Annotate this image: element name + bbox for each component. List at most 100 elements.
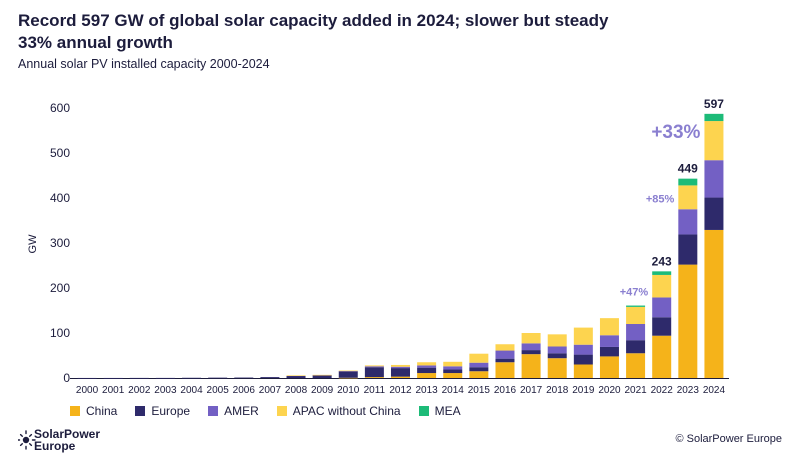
legend-item-amer: AMER — [208, 404, 259, 418]
bar-segment-apac-without-china — [312, 374, 332, 376]
bar-segment-amer — [704, 160, 724, 198]
x-tick-label: 2016 — [494, 385, 517, 396]
bar-segment-apac-without-china — [495, 344, 515, 351]
bar-segment-apac-without-china — [573, 327, 593, 345]
legend-item-china: China — [70, 404, 117, 418]
copyright-notice: © SolarPower Europe — [675, 433, 782, 445]
bar-segment-apac-without-china — [338, 370, 358, 372]
y-axis: 0 100 200 300 400 500 600 GW — [27, 101, 70, 385]
legend-label: China — [86, 404, 118, 418]
chart-subtitle: Annual solar PV installed capacity 2000-… — [18, 57, 270, 71]
bar-segment-apac-without-china — [521, 333, 541, 344]
bar-segment-europe — [260, 377, 280, 378]
bar-segment-apac-without-china — [652, 274, 672, 298]
x-tick-label: 2019 — [572, 385, 595, 396]
x-tick-label: 2002 — [128, 385, 151, 396]
x-tick-label: 2018 — [546, 385, 569, 396]
legend-swatch — [135, 406, 146, 416]
x-tick-label: 2005 — [207, 385, 230, 396]
bar-segment-europe — [443, 369, 463, 374]
x-tick-label: 2000 — [76, 385, 99, 396]
x-tick-label: 2004 — [180, 385, 203, 396]
total-value-label: 243 — [652, 254, 672, 268]
bar-segment-amer — [547, 346, 567, 354]
chart-title-line-2: 33% annual growth — [18, 33, 173, 52]
bar-segment-amer — [678, 209, 698, 235]
x-tick-label: 2020 — [598, 385, 621, 396]
bar-segment-mea — [704, 113, 724, 122]
bar-segment-europe — [155, 377, 175, 379]
bar-segment-mea — [626, 305, 646, 307]
y-tick-label: 500 — [50, 146, 70, 160]
bar-segment-europe — [103, 377, 123, 379]
bar-segment-apac-without-china — [443, 361, 463, 367]
total-value-label: 449 — [678, 162, 698, 176]
total-value-label: 597 — [704, 97, 724, 111]
bar-segment-apac-without-china — [547, 334, 567, 347]
legend-label: APAC without China — [292, 404, 401, 418]
x-tick-label: 2022 — [651, 385, 674, 396]
y-tick-label: 600 — [50, 101, 70, 115]
legend-label: MEA — [434, 404, 461, 418]
bar-segment-amer — [495, 350, 515, 359]
bar-segment-europe — [704, 197, 724, 230]
legend-item-europe: Europe — [135, 404, 190, 418]
bar-segment-amer — [652, 297, 672, 318]
bar-segment-amer — [443, 366, 463, 370]
bar-segment-apac-without-china — [364, 365, 384, 367]
x-tick-label: 2024 — [703, 385, 726, 396]
bar-segment-europe — [417, 367, 437, 374]
x-tick-label: 2014 — [442, 385, 465, 396]
legend-swatch — [208, 406, 219, 416]
growth-rate-label: +47% — [620, 286, 649, 298]
logo-wordmark-line-1: SolarPower — [34, 427, 101, 441]
bar-segment-europe — [573, 354, 593, 365]
bar-segment-china — [652, 335, 672, 378]
bar-segment-europe — [338, 371, 358, 378]
x-tick-label: 2011 — [364, 385, 386, 396]
bar-segment-china — [391, 376, 410, 378]
bar-segment-europe — [521, 350, 541, 355]
bar-segment-china — [678, 264, 698, 378]
bar-segment-europe — [391, 368, 410, 377]
bar-segment-europe — [599, 346, 619, 357]
bar-segment-apac-without-china — [391, 364, 410, 367]
bar-segment-europe — [364, 367, 384, 378]
legend-label: AMER — [224, 404, 259, 418]
x-tick-label: 2010 — [337, 385, 360, 396]
bar-segment-china — [599, 356, 619, 378]
x-tick-label: 2007 — [259, 385, 282, 396]
growth-rate-label: +85% — [646, 194, 675, 206]
bar-segment-amer — [469, 362, 489, 368]
legend-swatch — [276, 406, 287, 416]
bar-segment-mea — [652, 271, 672, 275]
x-tick-label: 2003 — [154, 385, 177, 396]
y-axis-label: GW — [27, 234, 39, 254]
x-tick-label: 2001 — [102, 385, 125, 396]
bar-segment-apac-without-china — [417, 362, 437, 366]
bar-segment-europe — [495, 358, 515, 363]
bar-segment-europe — [678, 234, 698, 265]
bar-segment-amer — [626, 324, 646, 341]
x-tick-label: 2023 — [677, 385, 700, 396]
y-tick-label: 300 — [50, 236, 70, 250]
bar-segment-china — [364, 377, 384, 378]
bar-segment-europe — [208, 377, 228, 379]
bar-segment-china — [704, 229, 724, 378]
x-tick-label: 2008 — [285, 385, 308, 396]
logo-wordmark-line-2: Europe — [34, 439, 76, 453]
x-tick-label: 2009 — [311, 385, 334, 396]
y-tick-label: 200 — [50, 281, 70, 295]
bar-segment-europe — [129, 377, 149, 379]
bar-segment-europe — [652, 317, 672, 336]
bar-segment-apac-without-china — [678, 185, 698, 210]
bar-segment-europe — [626, 340, 646, 354]
legend: China Europe AMER APAC without China MEA — [70, 404, 461, 418]
bar-segment-apac-without-china — [286, 375, 306, 376]
bar-segment-europe — [547, 353, 567, 359]
legend-item-apac-without-china: APAC without China — [276, 404, 401, 418]
bar-segment-amer — [391, 366, 410, 369]
bar-segment-apac-without-china — [704, 121, 724, 161]
legend-item-mea: MEA — [418, 404, 461, 418]
